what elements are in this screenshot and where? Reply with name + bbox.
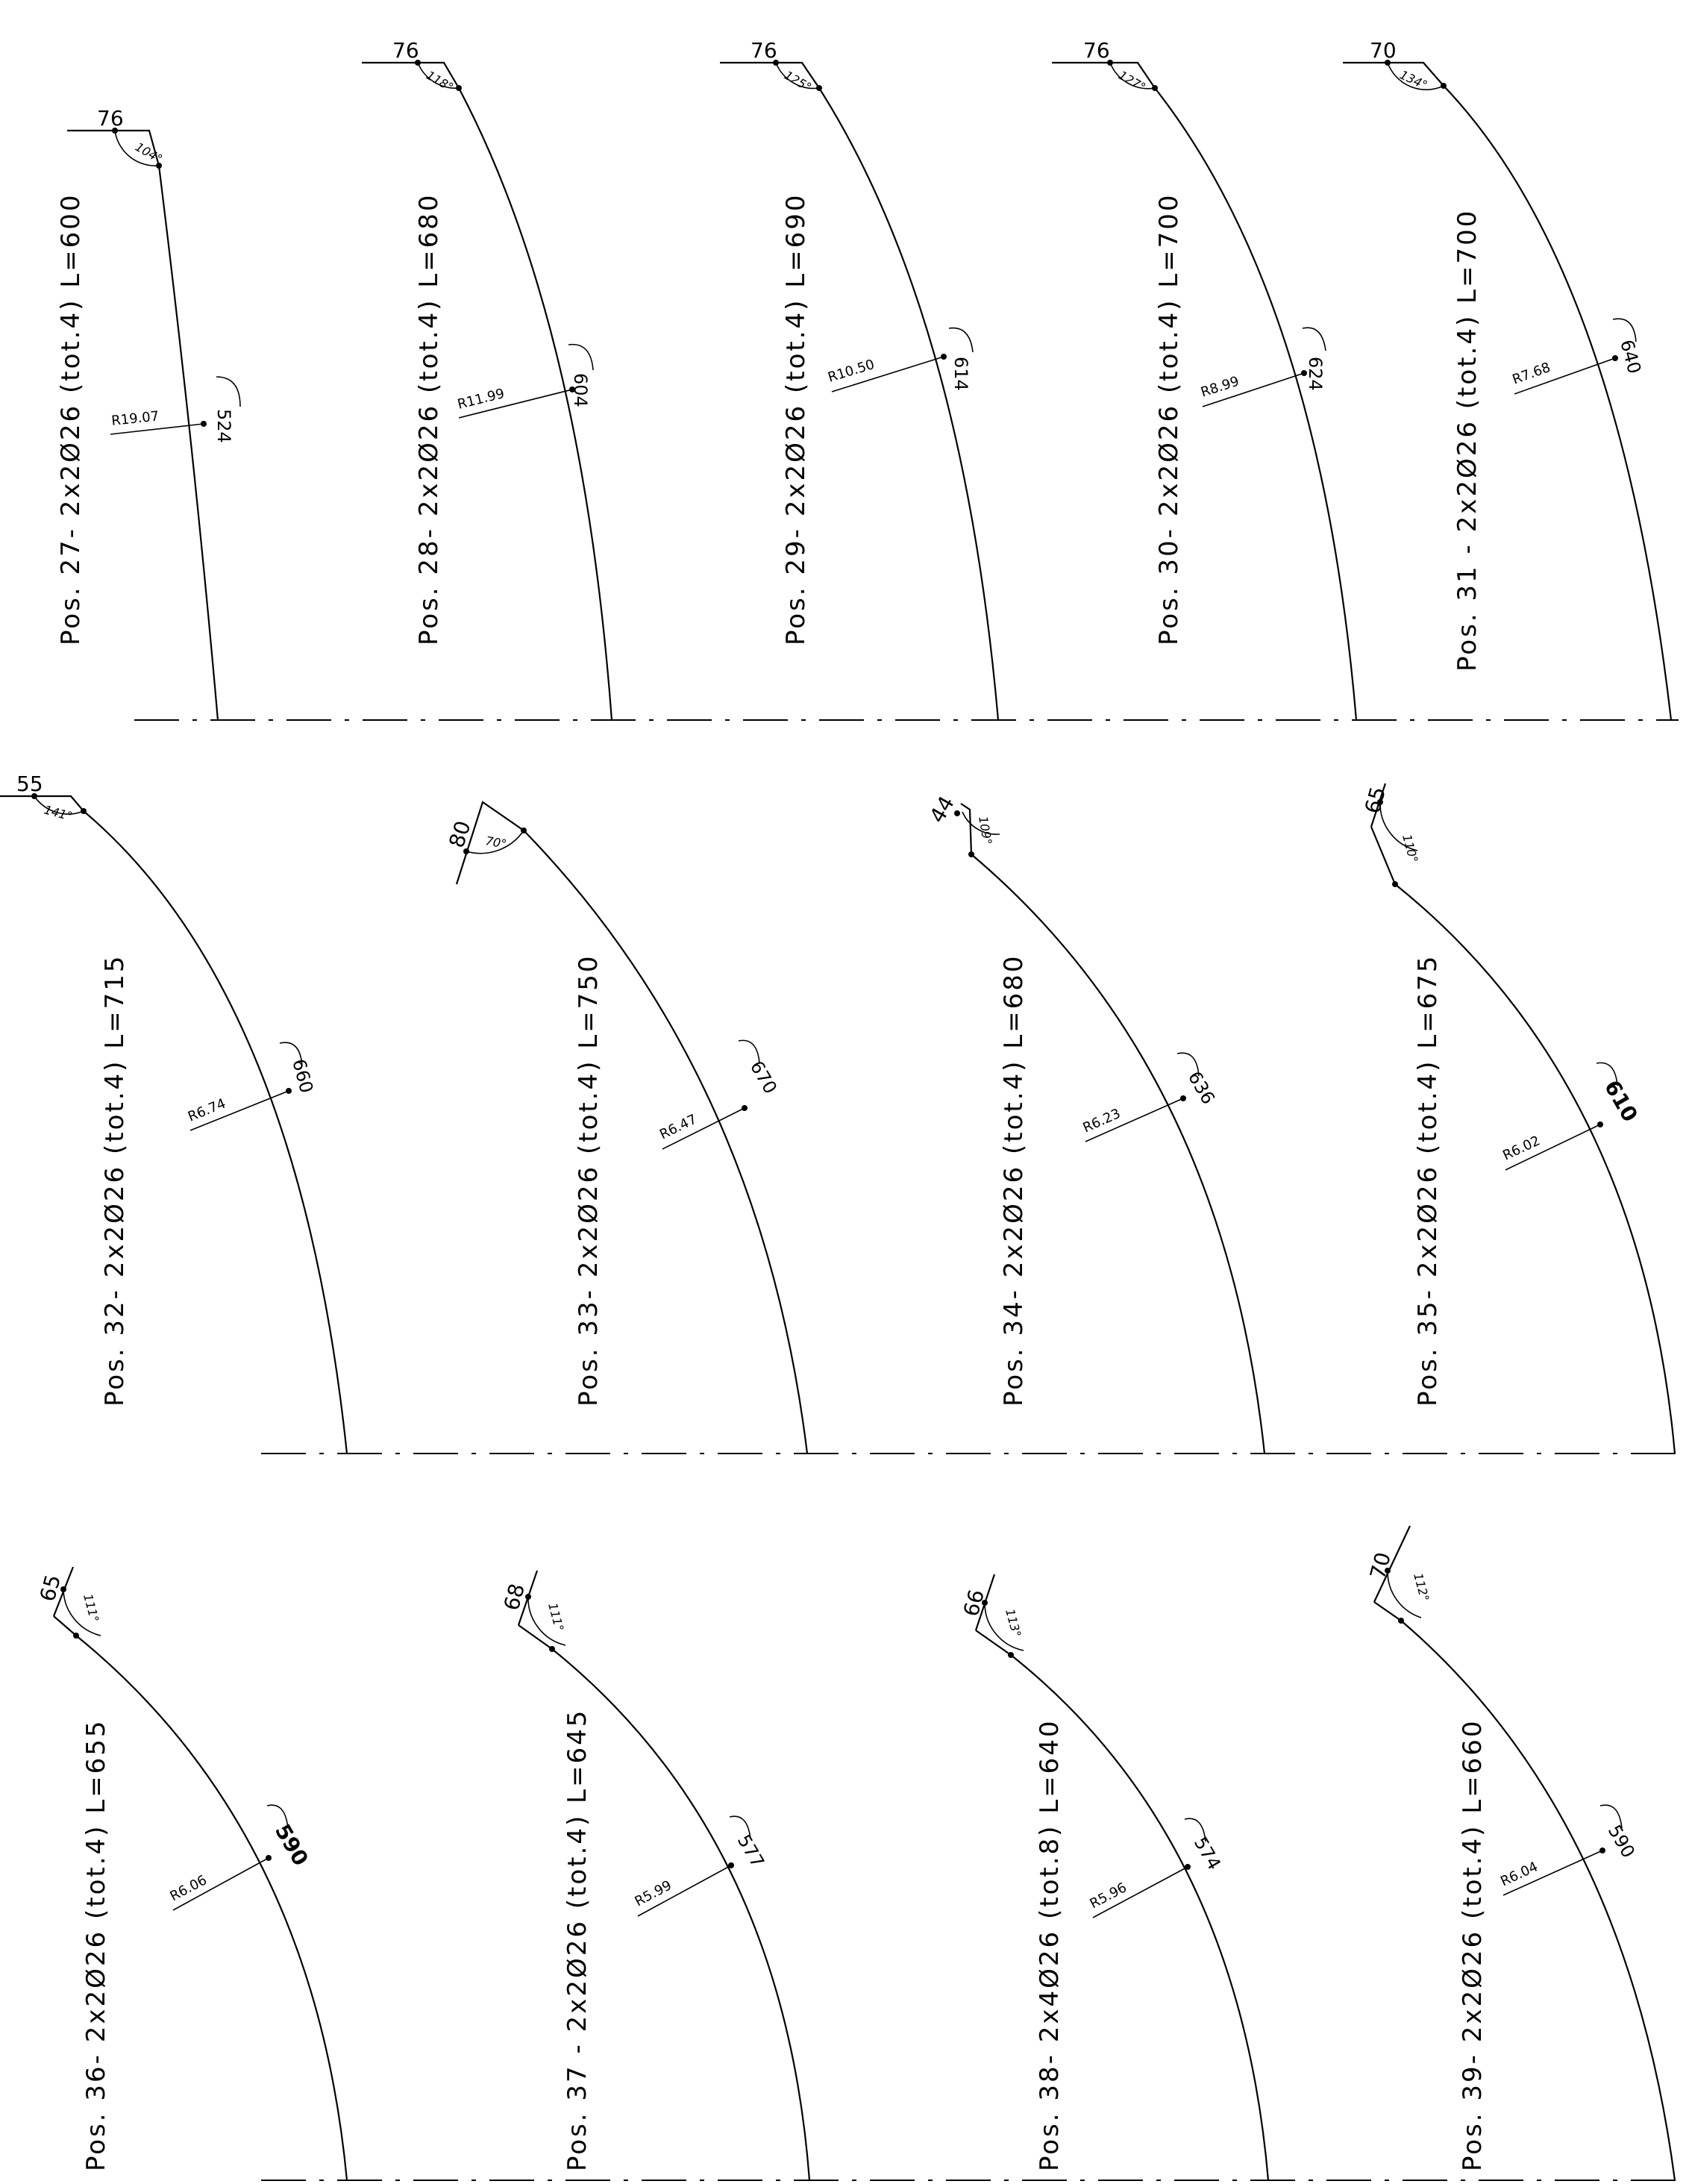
arc-length: 604	[570, 373, 591, 407]
bar-label: Pos. 35- 2x2Ø26 (tot.4) L=675	[1413, 954, 1443, 1407]
bend-angle: 109°	[976, 815, 994, 845]
bar-pos-32: 55 141° R6.74 660 Pos. 32- 2x2Ø26 (tot.4…	[0, 772, 348, 1454]
bend-angle: 70°	[484, 833, 507, 851]
bar-label: Pos. 38- 2x4Ø26 (tot.8) L=640	[1035, 1718, 1065, 2171]
bar-pos-37: 68 111° R5.99 577 Pos. 37 - 2x2Ø26 (tot.…	[499, 1570, 811, 2181]
bar-pos-36: 65 111° R6.06 590 Pos. 36- 2x2Ø26 (tot.4…	[35, 1566, 348, 2181]
bar-label: Pos. 32- 2x2Ø26 (tot.4) L=715	[100, 954, 130, 1407]
bend-angle: 134°	[1397, 67, 1429, 93]
bar-label: Pos. 29- 2x2Ø26 (tot.4) L=690	[781, 193, 811, 645]
bend-radius: R5.96	[1087, 1880, 1129, 1912]
bend-angle: 112°	[1411, 1571, 1432, 1603]
arc-length: 670	[746, 1057, 781, 1098]
bend-radius: R6.47	[657, 1112, 699, 1143]
bend-radius: R6.04	[1498, 1859, 1541, 1889]
bend-radius: R6.74	[186, 1095, 228, 1124]
hook-length: 76	[1083, 38, 1110, 63]
arc-length: 590	[270, 1820, 313, 1870]
hook-length: 70	[1370, 38, 1397, 63]
bend-radius: R10.50	[826, 357, 876, 386]
hook-length: 66	[959, 1587, 989, 1619]
arc-length: 577	[733, 1831, 768, 1871]
arc-length: 524	[213, 409, 234, 443]
bend-radius: R7.68	[1511, 360, 1553, 388]
hook-length: 65	[1360, 784, 1391, 816]
bend-radius: R5.99	[632, 1877, 674, 1909]
bar-pos-38: 66 113° R5.96 574 Pos. 38- 2x4Ø26 (tot.8…	[959, 1574, 1270, 2181]
bar-pos-39: 70 112° R6.04 590 Pos. 39- 2x2Ø26 (tot.4…	[1365, 1525, 1676, 2181]
bend-radius: R6.06	[167, 1872, 209, 1904]
bend-radius: R6.23	[1080, 1106, 1123, 1136]
bend-radius: R19.07	[110, 408, 160, 429]
bar-label: Pos. 36- 2x2Ø26 (tot.4) L=655	[81, 1718, 111, 2171]
bend-angle: 118°	[424, 68, 456, 95]
hook-length: 70	[1365, 1550, 1396, 1582]
bend-angle: 113°	[1003, 1607, 1024, 1639]
bar-pos-30: 76 127° R8.99 624 Pos. 30- 2x2Ø26 (tot.4…	[1052, 38, 1358, 721]
bar-pos-35: 65 110° R6.02 610 Pos. 35- 2x2Ø26 (tot.4…	[1360, 783, 1676, 1454]
bend-angle: 111°	[81, 1592, 101, 1624]
bar-pos-33: 80 70° R6.47 670 Pos. 33- 2x2Ø26 (tot.4)…	[444, 801, 809, 1454]
hook-length: 76	[392, 38, 419, 63]
bar-pos-29: 76 125° R10.50 614 Pos. 29- 2x2Ø26 (tot.…	[720, 38, 1000, 721]
arc-length: 624	[1305, 357, 1326, 391]
bar-label: Pos. 31 - 2x2Ø26 (tot.4) L=700	[1453, 209, 1482, 672]
arc-length: 640	[1616, 337, 1645, 375]
bar-label: Pos. 33- 2x2Ø26 (tot.4) L=750	[574, 954, 604, 1407]
bar-pos-31: 70 134° R7.68 640 Pos. 31 - 2x2Ø26 (tot.…	[1343, 38, 1673, 721]
arc-length: 574	[1190, 1833, 1225, 1874]
bar-pos-34: 44 109° R6.23 636 Pos. 34- 2x2Ø26 (tot.4…	[924, 792, 1266, 1454]
hook-length: 76	[751, 38, 777, 63]
bend-angle: 110°	[1400, 833, 1420, 864]
arc-length: 614	[950, 357, 971, 391]
bend-angle: 111°	[545, 1601, 566, 1633]
arc-length: 590	[1604, 1821, 1639, 1862]
bar-label: Pos. 30- 2x2Ø26 (tot.4) L=700	[1154, 193, 1184, 645]
hook-length: 44	[924, 792, 959, 827]
arc-length: 610	[1599, 1076, 1643, 1126]
bend-angle: 141°	[43, 803, 74, 824]
bar-label: Pos. 39- 2x2Ø26 (tot.4) L=660	[1458, 1718, 1488, 2171]
hook-length: 80	[444, 818, 475, 851]
hook-length: 55	[16, 772, 43, 796]
bar-pos-28: 76 118° R11.99 604 Pos. 28- 2x2Ø26 (tot.…	[362, 38, 613, 721]
bar-label: Pos. 28- 2x2Ø26 (tot.4) L=680	[414, 193, 444, 645]
bar-label: Pos. 27- 2x2Ø26 (tot.4) L=600	[56, 193, 86, 645]
hook-length: 76	[97, 106, 124, 131]
arc-length: 636	[1184, 1068, 1219, 1108]
arc-length: 660	[288, 1057, 317, 1095]
bar-label: Pos. 34- 2x2Ø26 (tot.4) L=680	[999, 954, 1029, 1407]
bar-pos-27: 76 104° R19.07 524 Pos. 27- 2x2Ø26 (tot.…	[56, 106, 241, 721]
bar-label: Pos. 37 - 2x2Ø26 (tot.4) L=645	[563, 1709, 592, 2171]
bend-radius: R6.02	[1500, 1133, 1543, 1163]
